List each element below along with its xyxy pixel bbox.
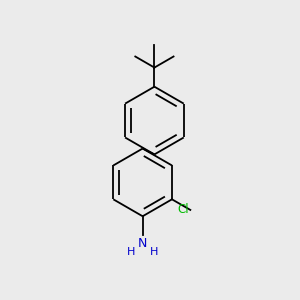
Text: H: H [150,247,158,256]
Text: N: N [138,237,147,250]
Text: Cl: Cl [178,203,189,216]
Text: H: H [127,247,136,256]
